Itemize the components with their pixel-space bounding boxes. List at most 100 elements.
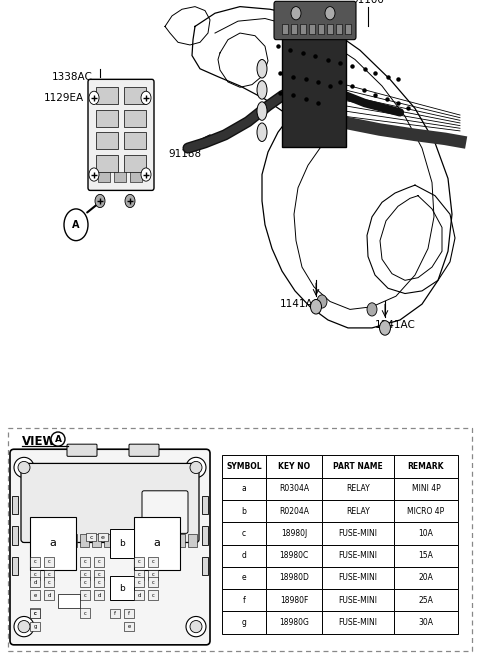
Bar bbox=[96, 87, 118, 104]
Bar bbox=[30, 570, 40, 580]
Bar bbox=[98, 533, 108, 541]
Text: 20A: 20A bbox=[419, 573, 433, 583]
Text: d: d bbox=[97, 592, 101, 598]
Bar bbox=[134, 570, 144, 580]
Bar bbox=[30, 609, 40, 619]
Text: 18980D: 18980D bbox=[279, 573, 309, 583]
Bar bbox=[80, 570, 90, 580]
Ellipse shape bbox=[257, 123, 267, 142]
Text: c: c bbox=[84, 579, 86, 584]
Text: FUSE-MINI: FUSE-MINI bbox=[338, 618, 377, 627]
Text: b: b bbox=[241, 506, 246, 516]
Bar bbox=[110, 529, 134, 558]
Text: 1338AC: 1338AC bbox=[52, 72, 93, 82]
Bar bbox=[44, 590, 54, 600]
Bar bbox=[222, 455, 266, 478]
Bar bbox=[266, 611, 322, 634]
Bar bbox=[124, 87, 146, 104]
Bar bbox=[394, 455, 458, 478]
Bar bbox=[44, 577, 54, 587]
Bar bbox=[300, 24, 306, 34]
Circle shape bbox=[325, 7, 335, 20]
Bar bbox=[124, 609, 134, 619]
Text: e: e bbox=[242, 573, 246, 583]
Bar bbox=[202, 496, 208, 514]
Text: a: a bbox=[241, 484, 246, 493]
Bar bbox=[110, 576, 134, 600]
Bar bbox=[116, 535, 125, 546]
Bar bbox=[322, 500, 394, 522]
Bar bbox=[92, 535, 101, 546]
Bar bbox=[140, 535, 149, 546]
Text: c: c bbox=[97, 573, 100, 577]
Bar bbox=[134, 557, 144, 567]
Bar bbox=[104, 535, 113, 546]
Text: R0304A: R0304A bbox=[279, 484, 309, 493]
Text: 91100: 91100 bbox=[351, 0, 384, 5]
Text: c: c bbox=[48, 579, 50, 584]
FancyBboxPatch shape bbox=[21, 463, 199, 543]
Circle shape bbox=[18, 461, 30, 474]
Text: 18980F: 18980F bbox=[280, 596, 308, 605]
Text: c: c bbox=[97, 579, 100, 584]
Text: g: g bbox=[241, 618, 246, 627]
Bar bbox=[58, 594, 80, 608]
Bar bbox=[266, 522, 322, 544]
Text: c: c bbox=[34, 573, 36, 577]
Bar bbox=[222, 478, 266, 500]
Ellipse shape bbox=[257, 81, 267, 99]
Circle shape bbox=[89, 168, 99, 181]
Bar bbox=[222, 500, 266, 522]
Bar bbox=[32, 535, 41, 546]
Text: c: c bbox=[84, 611, 86, 616]
Text: PART NAME: PART NAME bbox=[333, 462, 383, 471]
Bar bbox=[266, 589, 322, 611]
Bar bbox=[130, 172, 142, 182]
Circle shape bbox=[291, 7, 301, 20]
Bar bbox=[345, 24, 351, 34]
Bar bbox=[86, 533, 96, 541]
Bar bbox=[80, 535, 89, 546]
Bar bbox=[266, 478, 322, 500]
Circle shape bbox=[380, 321, 391, 335]
Bar bbox=[148, 577, 158, 587]
Bar bbox=[110, 609, 120, 619]
Bar bbox=[148, 570, 158, 580]
Text: A: A bbox=[55, 434, 61, 443]
Bar bbox=[291, 24, 297, 34]
FancyBboxPatch shape bbox=[10, 449, 210, 645]
Text: FUSE-MINI: FUSE-MINI bbox=[338, 573, 377, 583]
Text: c: c bbox=[152, 573, 155, 577]
Bar bbox=[96, 110, 118, 127]
Text: e: e bbox=[34, 592, 36, 598]
Bar bbox=[222, 522, 266, 544]
Text: a: a bbox=[154, 539, 160, 548]
Text: e: e bbox=[101, 535, 105, 540]
Bar bbox=[322, 589, 394, 611]
Circle shape bbox=[141, 91, 151, 104]
Bar bbox=[327, 24, 333, 34]
FancyBboxPatch shape bbox=[274, 1, 356, 39]
Text: 25A: 25A bbox=[419, 596, 433, 605]
Bar bbox=[114, 172, 126, 182]
Circle shape bbox=[89, 91, 99, 104]
Text: d: d bbox=[137, 592, 141, 598]
Bar bbox=[394, 522, 458, 544]
Bar bbox=[266, 567, 322, 589]
Bar bbox=[188, 535, 197, 546]
Bar bbox=[202, 557, 208, 575]
Bar bbox=[222, 589, 266, 611]
FancyBboxPatch shape bbox=[282, 31, 346, 147]
Circle shape bbox=[186, 457, 206, 478]
Text: 1129EA: 1129EA bbox=[44, 93, 84, 103]
Text: FUSE-MINI: FUSE-MINI bbox=[338, 529, 377, 538]
Bar bbox=[96, 133, 118, 150]
Bar bbox=[12, 496, 18, 514]
Circle shape bbox=[64, 209, 88, 241]
Text: c: c bbox=[84, 559, 86, 564]
Text: KEY NO: KEY NO bbox=[278, 462, 310, 471]
Bar bbox=[134, 590, 144, 600]
Text: c: c bbox=[34, 611, 36, 617]
Bar bbox=[30, 608, 40, 619]
Circle shape bbox=[186, 617, 206, 637]
